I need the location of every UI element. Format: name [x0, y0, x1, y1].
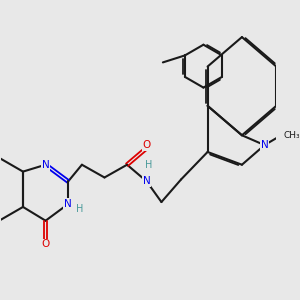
Text: O: O — [142, 140, 151, 150]
Text: H: H — [145, 160, 152, 170]
Text: CH₃: CH₃ — [284, 131, 300, 140]
Text: N: N — [143, 176, 151, 186]
Text: H: H — [76, 204, 84, 214]
Text: N: N — [261, 140, 268, 150]
Text: O: O — [41, 239, 50, 250]
Text: N: N — [42, 160, 50, 170]
Text: N: N — [64, 199, 72, 209]
